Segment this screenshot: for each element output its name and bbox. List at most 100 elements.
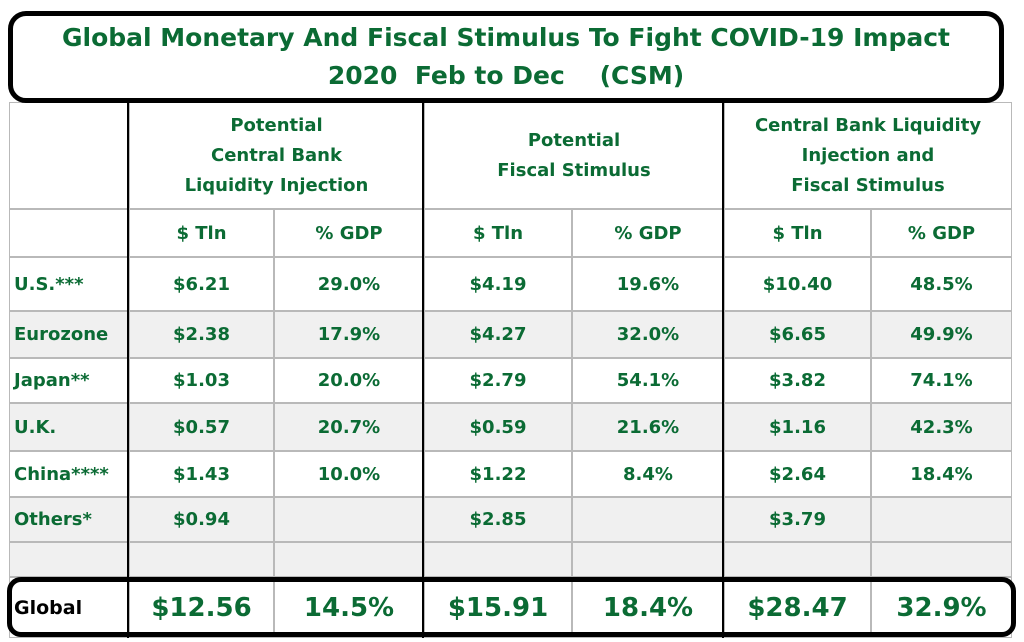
total-label: Global — [14, 596, 83, 619]
data-cell: $2.79 — [424, 358, 572, 403]
cell-value: $0.94 — [173, 509, 230, 530]
stimulus-table: Potential Central Bank Liquidity Injection… — [9, 102, 1012, 638]
cell-value: 49.9% — [910, 324, 973, 345]
data-cell: 74.1% — [871, 358, 1012, 403]
data-cell: 10.0% — [274, 451, 424, 497]
total-value: 32.9% — [896, 592, 987, 623]
data-cell: 21.6% — [572, 403, 724, 451]
cell-value: $10.40 — [762, 273, 833, 295]
group-header-line: Injection and — [801, 144, 935, 166]
total-cell: 32.9% — [871, 577, 1012, 638]
empty-cell — [129, 542, 274, 577]
empty-cell — [724, 542, 871, 577]
cell-value: $4.27 — [469, 324, 527, 345]
cell-value: $1.43 — [173, 463, 230, 485]
group-header-line: Liquidity Injection — [184, 174, 369, 196]
cell-value: 20.7% — [317, 416, 381, 438]
subheader-tln-2: $ Tln — [424, 209, 572, 257]
subheader-corner — [9, 209, 129, 257]
data-cell — [572, 497, 724, 542]
subheader-label: % GDP — [614, 222, 682, 244]
data-cell: 20.0% — [274, 358, 424, 403]
group-header-line: Fiscal Stimulus — [497, 159, 651, 181]
data-cell: $2.64 — [724, 451, 871, 497]
row-label: China**** — [14, 463, 109, 485]
cell-value: $4.19 — [469, 273, 527, 295]
data-cell: 18.4% — [871, 451, 1012, 497]
row-label: Others* — [14, 509, 92, 530]
cell-value: 19.6% — [616, 273, 680, 295]
data-cell: 42.3% — [871, 403, 1012, 451]
row-label: Eurozone — [14, 324, 109, 345]
empty-cell — [424, 542, 572, 577]
cell-value: $0.59 — [469, 416, 527, 438]
row-label-cell: Others* — [9, 497, 129, 542]
total-cell: $12.56 — [129, 577, 274, 638]
data-cell — [274, 497, 424, 542]
data-cell: 20.7% — [274, 403, 424, 451]
group-header-line: Potential — [527, 129, 621, 151]
cell-value: 54.1% — [616, 370, 680, 391]
row-label: Japan** — [14, 370, 90, 391]
title-box: Global Monetary And Fiscal Stimulus To F… — [8, 11, 1004, 103]
subheader-gdp-3: % GDP — [871, 209, 1012, 257]
data-cell: $1.22 — [424, 451, 572, 497]
data-cell: $0.57 — [129, 403, 274, 451]
group-header-1: Potential Central Bank Liquidity Injection — [129, 102, 424, 209]
data-cell: $10.40 — [724, 257, 871, 311]
data-cell — [871, 497, 1012, 542]
data-cell: 32.0% — [572, 311, 724, 358]
header-corner — [9, 102, 129, 209]
data-cell: 49.9% — [871, 311, 1012, 358]
cell-value: 20.0% — [317, 370, 381, 391]
data-cell: $3.79 — [724, 497, 871, 542]
cell-value: 48.5% — [910, 273, 973, 295]
title-line-1: Global Monetary And Fiscal Stimulus To F… — [62, 23, 950, 52]
data-cell: $1.03 — [129, 358, 274, 403]
cell-value: $6.21 — [173, 273, 230, 295]
empty-cell — [274, 542, 424, 577]
subheader-tln-1: $ Tln — [129, 209, 274, 257]
cell-value: 21.6% — [616, 416, 680, 438]
subheader-tln-3: $ Tln — [724, 209, 871, 257]
data-cell: 54.1% — [572, 358, 724, 403]
cell-value: 42.3% — [910, 416, 973, 438]
empty-cell — [871, 542, 1012, 577]
total-cell: $28.47 — [724, 577, 871, 638]
group-header-line: Fiscal Stimulus — [791, 174, 945, 196]
data-cell: $4.27 — [424, 311, 572, 358]
total-value: $15.91 — [447, 592, 549, 623]
cell-value: 29.0% — [317, 273, 381, 295]
cell-value: $1.22 — [469, 463, 527, 485]
data-cell: $2.85 — [424, 497, 572, 542]
data-cell: $2.38 — [129, 311, 274, 358]
group-separator-1 — [127, 102, 129, 638]
cell-value: $1.16 — [769, 416, 826, 438]
data-cell: $6.21 — [129, 257, 274, 311]
subheader-gdp-1: % GDP — [274, 209, 424, 257]
cell-value: $1.03 — [173, 370, 230, 391]
total-value: $12.56 — [151, 592, 252, 623]
cell-value: $2.38 — [173, 324, 230, 345]
subheader-label: $ Tln — [176, 222, 227, 244]
cell-value: $2.64 — [769, 463, 826, 485]
total-cell: $15.91 — [424, 577, 572, 638]
row-label-cell: U.K. — [9, 403, 129, 451]
cell-value: $0.57 — [173, 416, 230, 438]
data-cell: $4.19 — [424, 257, 572, 311]
data-cell: 17.9% — [274, 311, 424, 358]
cell-value: $2.79 — [469, 370, 527, 391]
group-header-3: Central Bank Liquidity Injection and Fisca… — [724, 102, 1012, 209]
empty-cell — [572, 542, 724, 577]
total-cell: 14.5% — [274, 577, 424, 638]
group-header-line: Central Bank Liquidity — [754, 114, 982, 136]
cell-value: $3.82 — [769, 370, 826, 391]
cell-value: 18.4% — [910, 463, 973, 485]
group-header-2: Potential Fiscal Stimulus — [424, 102, 724, 209]
subheader-label: $ Tln — [772, 222, 823, 244]
data-cell: 8.4% — [572, 451, 724, 497]
group-header-line: Potential — [230, 114, 323, 136]
subheader-label: $ Tln — [472, 222, 524, 244]
total-value: 18.4% — [602, 592, 694, 623]
cell-value: $6.65 — [769, 324, 826, 345]
